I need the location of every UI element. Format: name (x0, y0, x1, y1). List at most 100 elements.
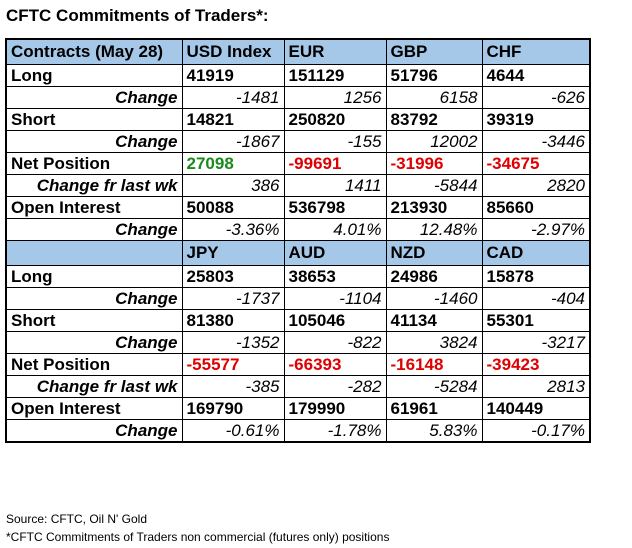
long-row: Long 25803 38653 24986 15878 (5, 265, 591, 288)
table-cell: 41134 (385, 309, 483, 332)
short-change-row: Change -1867 -155 12002 -3446 (5, 130, 591, 153)
net-position-cell: -66393 (283, 353, 387, 376)
table-cell: 24986 (385, 265, 483, 288)
table-cell: -822 (283, 331, 387, 354)
net-position-cell: -31996 (385, 152, 483, 175)
short-row: Short 81380 105046 41134 55301 (5, 309, 591, 332)
table-cell: 81380 (181, 309, 285, 332)
table-cell: 39319 (481, 108, 591, 131)
long-row: Long 41919 151129 51796 4644 (5, 64, 591, 87)
row-label: Net Position (5, 353, 183, 376)
table-cell: 51796 (385, 64, 483, 87)
row-label: Long (5, 64, 183, 87)
table-cell: -1460 (385, 287, 483, 310)
table-cell: 61961 (385, 397, 483, 420)
net-position-cell: 27098 (181, 152, 285, 175)
table-cell: 14821 (181, 108, 285, 131)
header-row: Contracts (May 28) USD Index EUR GBP CHF (5, 38, 591, 65)
net-position-cell: -55577 (181, 353, 285, 376)
header-cell: Contracts (May 28) (5, 38, 183, 65)
table-cell: -1867 (181, 130, 285, 153)
table-cell: 213930 (385, 196, 483, 219)
net-position-cell: -39423 (481, 353, 591, 376)
row-label: Change (5, 419, 183, 443)
table-cell: 140449 (481, 397, 591, 420)
short-row: Short 14821 250820 83792 39319 (5, 108, 591, 131)
table-cell: -1104 (283, 287, 387, 310)
net-position-row: Net Position -55577 -66393 -16148 -39423 (5, 353, 591, 376)
header-row: JPY AUD NZD CAD (5, 240, 591, 266)
table-cell: -404 (481, 287, 591, 310)
table-cell: -385 (181, 375, 285, 398)
table-cell: 50088 (181, 196, 285, 219)
table-cell: 38653 (283, 265, 387, 288)
cot-table: Contracts (May 28) USD Index EUR GBP CHF… (5, 38, 591, 443)
row-label: Open Interest (5, 397, 183, 420)
row-label: Change (5, 130, 183, 153)
table-cell: -1.78% (283, 419, 387, 443)
footnote: *CFTC Commitments of Traders non commerc… (6, 530, 390, 544)
table-cell: 1411 (283, 174, 387, 197)
header-cell: GBP (385, 38, 483, 65)
row-label: Change fr last wk (5, 174, 183, 197)
net-change-row: Change fr last wk 386 1411 -5844 2820 (5, 174, 591, 197)
header-cell: EUR (283, 38, 387, 65)
table-cell: 12.48% (385, 218, 483, 241)
table-cell: -0.61% (181, 419, 285, 443)
table-cell: 386 (181, 174, 285, 197)
row-label: Net Position (5, 152, 183, 175)
open-interest-change-row: Change -0.61% -1.78% 5.83% -0.17% (5, 419, 591, 443)
row-label: Long (5, 265, 183, 288)
net-change-row: Change fr last wk -385 -282 -5284 2813 (5, 375, 591, 398)
table-cell: 536798 (283, 196, 387, 219)
row-label: Short (5, 108, 183, 131)
header-cell (5, 240, 183, 266)
table-cell: -3.36% (181, 218, 285, 241)
table-cell: -1737 (181, 287, 285, 310)
table-cell: 4.01% (283, 218, 387, 241)
table-cell: -0.17% (481, 419, 591, 443)
table-cell: 15878 (481, 265, 591, 288)
long-change-row: Change -1737 -1104 -1460 -404 (5, 287, 591, 310)
net-position-cell: -34675 (481, 152, 591, 175)
table-cell: -626 (481, 86, 591, 109)
long-change-row: Change -1481 1256 6158 -626 (5, 86, 591, 109)
table-cell: -1481 (181, 86, 285, 109)
row-label: Change (5, 86, 183, 109)
open-interest-row: Open Interest 50088 536798 213930 85660 (5, 196, 591, 219)
table-cell: 55301 (481, 309, 591, 332)
table-cell: 85660 (481, 196, 591, 219)
row-label: Open Interest (5, 196, 183, 219)
open-interest-change-row: Change -3.36% 4.01% 12.48% -2.97% (5, 218, 591, 241)
table-cell: 179990 (283, 397, 387, 420)
net-position-cell: -16148 (385, 353, 483, 376)
table-cell: 5.83% (385, 419, 483, 443)
row-label: Change (5, 331, 183, 354)
header-cell: NZD (385, 240, 483, 266)
short-change-row: Change -1352 -822 3824 -3217 (5, 331, 591, 354)
table-cell: -155 (283, 130, 387, 153)
header-cell: JPY (181, 240, 285, 266)
table-cell: 250820 (283, 108, 387, 131)
table-cell: 6158 (385, 86, 483, 109)
header-cell: CHF (481, 38, 591, 65)
net-position-row: Net Position 27098 -99691 -31996 -34675 (5, 152, 591, 175)
table-cell: 25803 (181, 265, 285, 288)
table-cell: 169790 (181, 397, 285, 420)
table-cell: 12002 (385, 130, 483, 153)
source-note: Source: CFTC, Oil N' Gold (6, 512, 147, 526)
open-interest-row: Open Interest 169790 179990 61961 140449 (5, 397, 591, 420)
row-label: Change fr last wk (5, 375, 183, 398)
row-label: Short (5, 309, 183, 332)
table-cell: 105046 (283, 309, 387, 332)
page-title: CFTC Commitments of Traders*: (6, 6, 269, 25)
table-cell: -282 (283, 375, 387, 398)
table-cell: -3217 (481, 331, 591, 354)
table-cell: -5284 (385, 375, 483, 398)
table-cell: 1256 (283, 86, 387, 109)
table-cell: 3824 (385, 331, 483, 354)
header-cell: CAD (481, 240, 591, 266)
table-cell: 2813 (481, 375, 591, 398)
header-cell: AUD (283, 240, 387, 266)
table-cell: -5844 (385, 174, 483, 197)
